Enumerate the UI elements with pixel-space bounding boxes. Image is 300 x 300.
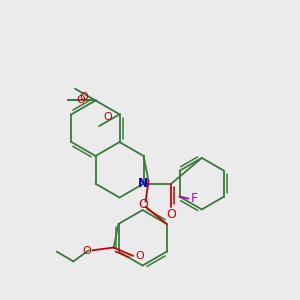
Text: O: O	[82, 246, 91, 256]
Text: O: O	[167, 208, 176, 221]
Text: O: O	[77, 95, 85, 106]
Text: N: N	[138, 177, 149, 190]
Text: O: O	[136, 251, 144, 261]
Text: O: O	[80, 92, 88, 103]
Text: O: O	[139, 198, 148, 211]
Text: O: O	[103, 112, 112, 122]
Text: F: F	[191, 192, 198, 205]
